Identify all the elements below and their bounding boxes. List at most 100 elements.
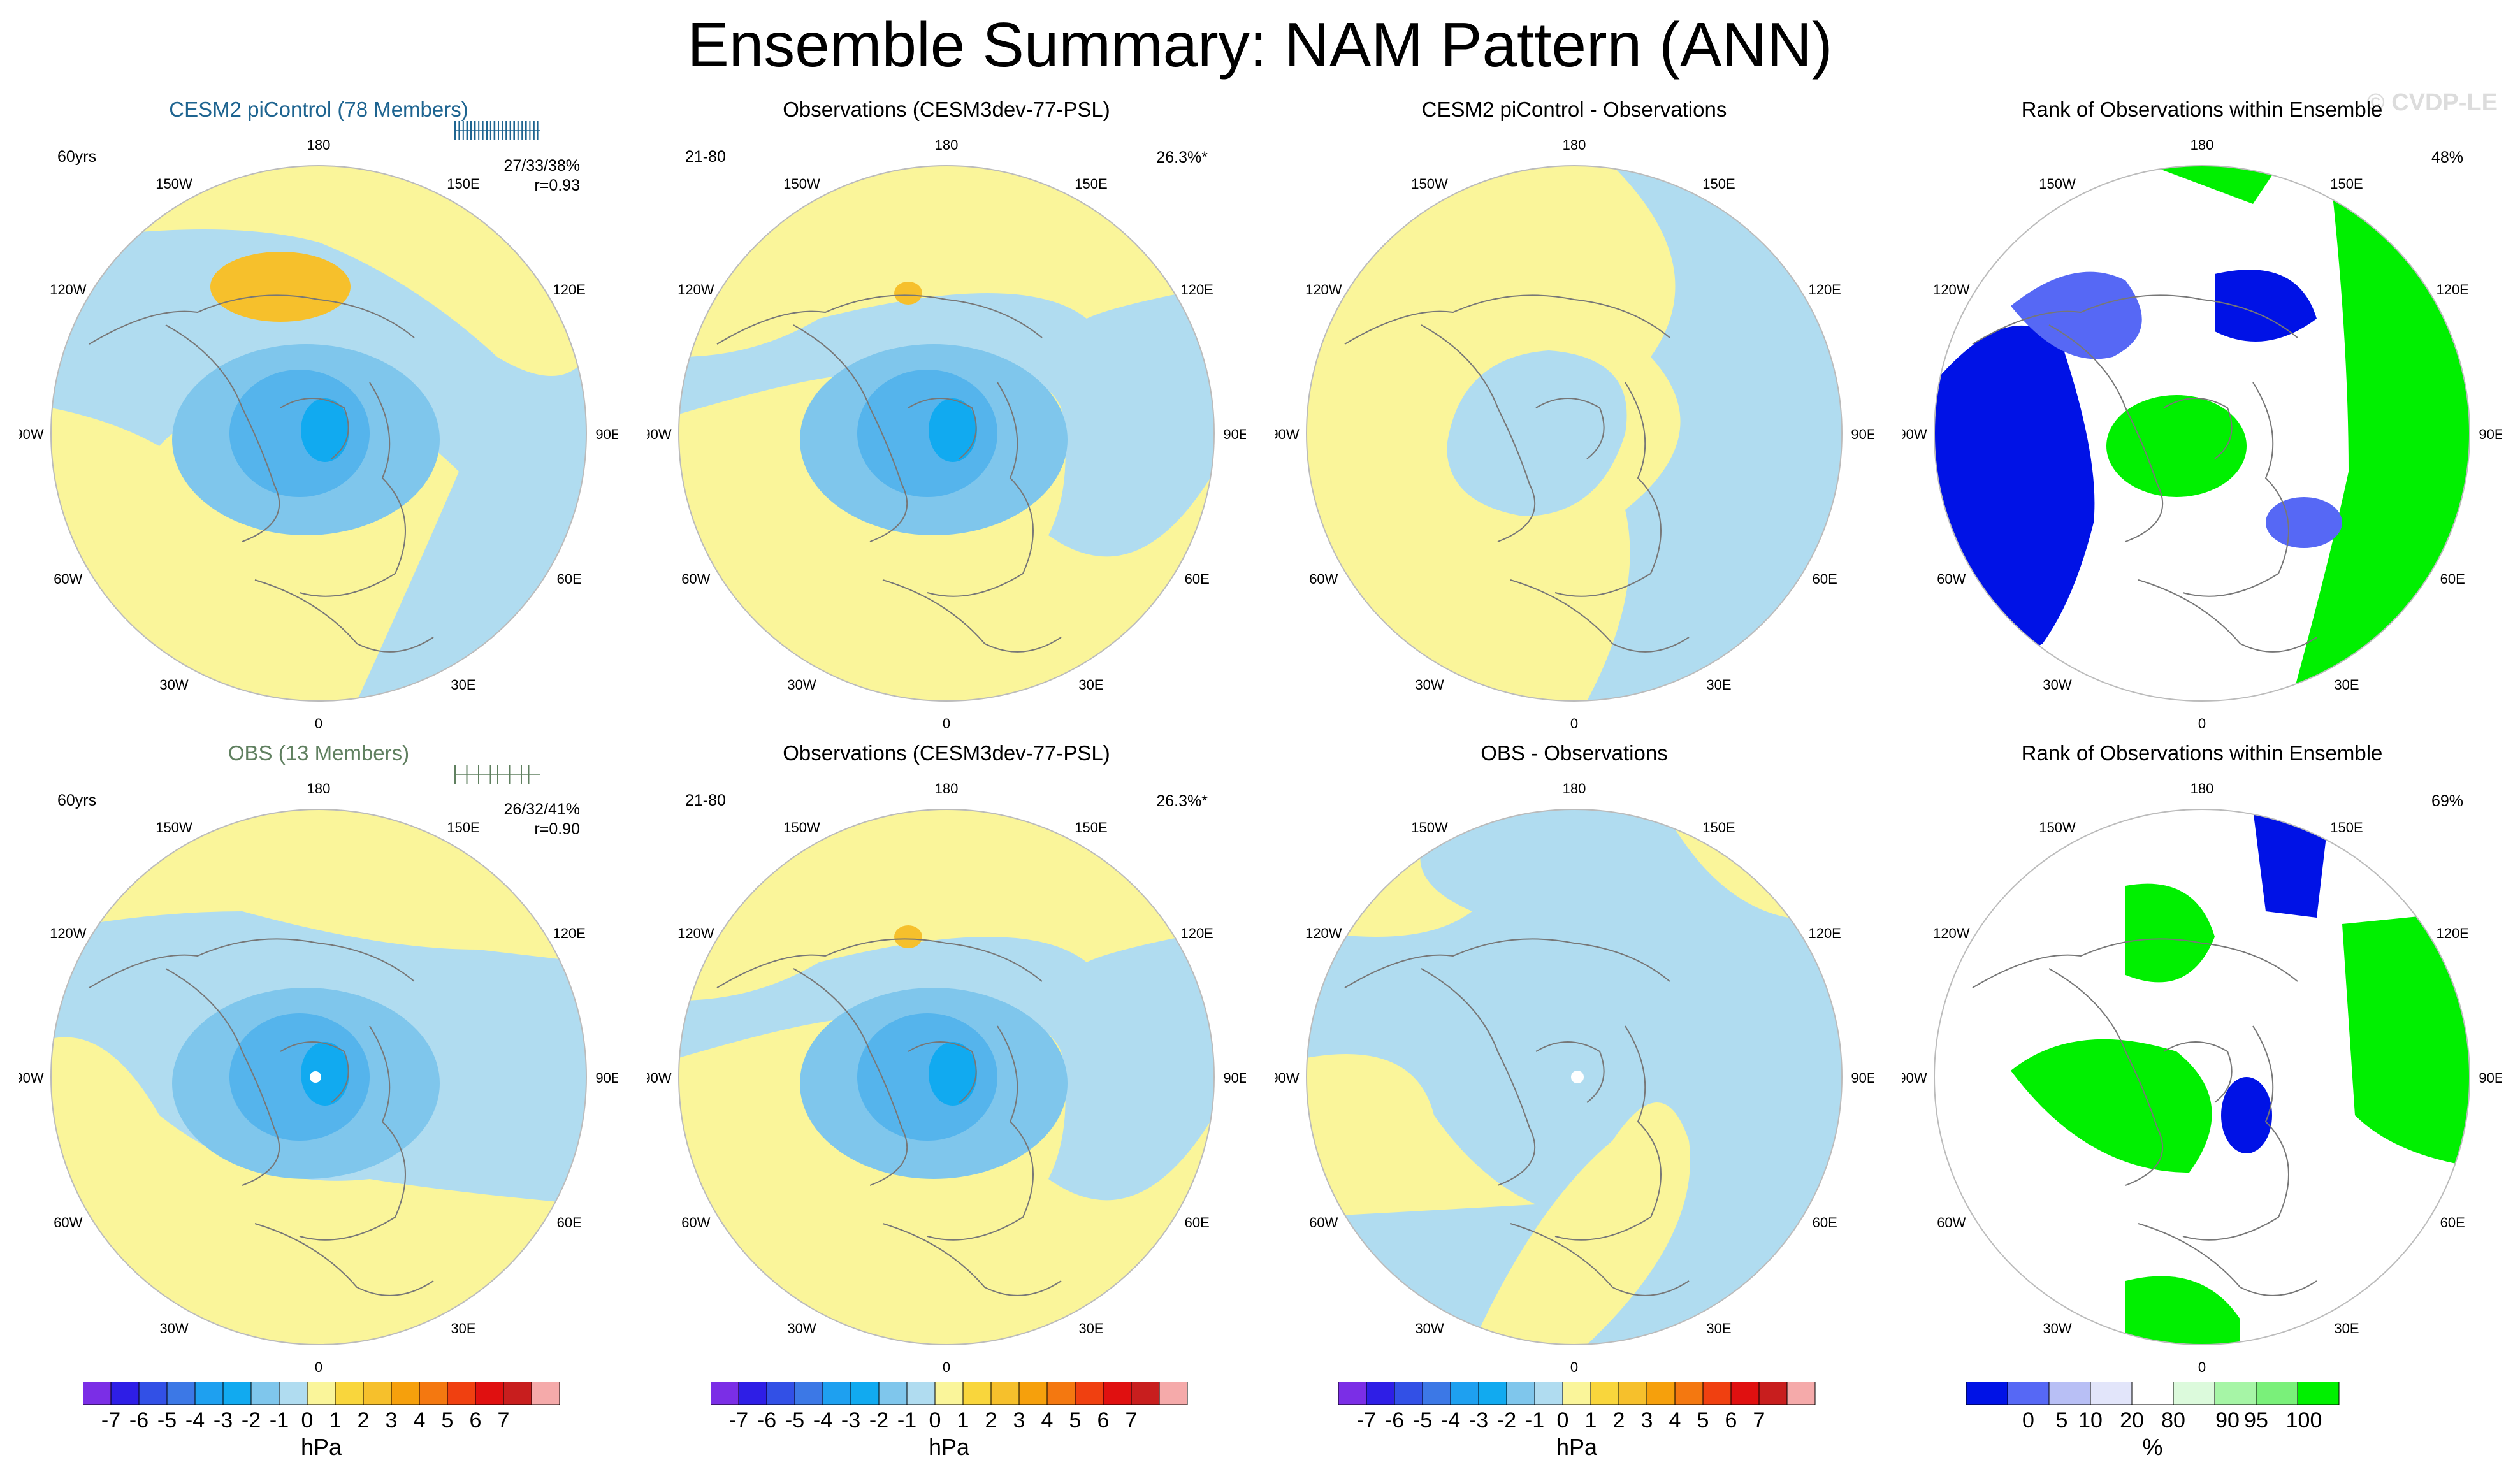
watermark: © CVDP-LE	[2366, 89, 2498, 116]
longitude-label: 30W	[2043, 677, 2071, 693]
colorbar-tick-label: 1	[957, 1408, 969, 1433]
map-boundary	[678, 809, 1215, 1345]
panel-stats: 26/32/41% r=0.90	[503, 800, 580, 839]
map-boundary	[50, 809, 587, 1345]
panel-title: Observations (CESM3dev-77-PSL)	[783, 98, 1110, 121]
map-panel-4: 180 150E 120E 90E 60E 30E 0 30W 60W 90W 120W 150W Ra…	[1902, 96, 2502, 739]
longitude-label: 30E	[1078, 1320, 1103, 1336]
colorbar-box	[1646, 1382, 1676, 1405]
map-boundary	[1306, 165, 1843, 702]
colorbar-box	[1786, 1382, 1816, 1405]
colorbar-box	[2131, 1382, 2174, 1405]
coastlines	[89, 294, 434, 653]
panel-stats: 27/33/38% r=0.93	[503, 156, 580, 196]
colorbar-tick-label: 2	[1612, 1408, 1625, 1433]
longitude-label: 120W	[50, 282, 87, 298]
longitude-label: 30W	[787, 1320, 816, 1336]
colorbar-box	[2048, 1382, 2091, 1405]
field-positive	[1472, 1102, 1690, 1345]
longitude-label: 0	[315, 716, 322, 732]
longitude-label: 120E	[1180, 282, 1213, 298]
rank-region-high	[2342, 911, 2470, 1166]
ensemble-rug-plot	[454, 765, 540, 784]
colorbar-tick-label: 0	[2022, 1408, 2034, 1433]
panel-title: CESM2 piControl - Observations	[1421, 98, 1727, 121]
longitude-label: 60E	[2440, 571, 2465, 587]
colorbar-tick-label: -4	[1440, 1408, 1461, 1433]
colorbar-box	[110, 1382, 140, 1405]
longitude-label: 60E	[557, 1215, 582, 1231]
longitude-label: 150W	[1411, 820, 1448, 835]
longitude-label: 150W	[2039, 820, 2076, 835]
colorbar-tick-label: -6	[1384, 1408, 1405, 1433]
colorbar-box	[1103, 1382, 1132, 1405]
colorbar-tick-label: 4	[413, 1408, 426, 1433]
longitude-label: 120E	[1808, 925, 1841, 941]
colorbar-tick-label: -5	[1412, 1408, 1433, 1433]
colorbar-units: hPa	[1556, 1434, 1598, 1460]
rank-region-low	[2221, 1077, 2272, 1153]
missing-data-dot	[310, 1071, 321, 1083]
longitude-label: 90W	[1902, 1070, 1927, 1086]
longitude-label: 30E	[1706, 677, 1731, 693]
colorbar-box	[794, 1382, 823, 1405]
colorbar-box	[503, 1382, 532, 1405]
map-boundary	[1934, 809, 2470, 1345]
missing-data-dot	[1571, 1071, 1584, 1083]
colorbar-tick-label: -1	[897, 1408, 917, 1433]
colorbar-tick-label: 10	[2078, 1408, 2103, 1433]
field-negative-core	[301, 398, 349, 462]
panel-stats: 69%	[2431, 791, 2463, 811]
colorbar-box	[2090, 1382, 2133, 1405]
longitude-label: 30E	[1078, 677, 1103, 693]
map-panel-2: 180 150E 120E 90E 60E 30E 0 30W 60W 90W 120W 150W Ob…	[647, 96, 1246, 739]
polar-map: 180 150E 120E 90E 60E 30E 0 30W 60W 90W 120W 150W	[1275, 781, 1874, 1375]
colorbar-tick-label: -3	[213, 1408, 233, 1433]
colorbar-boxes	[1338, 1382, 1816, 1405]
colorbar-tick-label: 7	[1753, 1408, 1765, 1433]
colorbar-tick-label: -7	[101, 1408, 121, 1433]
panel-title: Rank of Observations within Ensemble	[2021, 98, 2383, 121]
colorbar-box	[279, 1382, 308, 1405]
colorbar-box	[1618, 1382, 1647, 1405]
colorbar-tick-label: 3	[385, 1408, 398, 1433]
colorbar-boxes	[83, 1382, 560, 1405]
colorbar-box	[83, 1382, 112, 1405]
longitude-label: 90E	[595, 1070, 618, 1086]
longitude-label: 90W	[1275, 426, 1300, 442]
colorbar-box	[1159, 1382, 1188, 1405]
longitude-label: 150W	[156, 820, 192, 835]
longitude-label: 60W	[54, 1215, 82, 1231]
colorbar-box	[1758, 1382, 1788, 1405]
longitude-label: 120W	[50, 925, 87, 941]
panel-stats: 48%	[2431, 148, 2463, 168]
field-negative	[679, 930, 1214, 1201]
longitude-label: 60W	[1309, 1215, 1338, 1231]
longitude-label: 90W	[19, 426, 44, 442]
longitude-label: 150W	[783, 176, 820, 192]
colorbar-tick-label: 6	[1097, 1408, 1110, 1433]
longitude-label: 90W	[19, 1070, 44, 1086]
panel-title: OBS - Observations	[1481, 741, 1668, 765]
longitude-label: 120E	[553, 282, 585, 298]
field-positive	[1307, 1054, 1536, 1217]
colorbar-tick-label: -2	[869, 1408, 889, 1433]
colorbar-box	[1674, 1382, 1704, 1405]
longitude-label: 60E	[1813, 1215, 1837, 1231]
longitude-label: 180	[1563, 781, 1586, 797]
colorbar-tick-label: 4	[1041, 1408, 1054, 1433]
polar-map: 180 150E 120E 90E 60E 30E 0 30W 60W 90W 120W 150W	[19, 137, 618, 732]
colorbar-box	[2256, 1382, 2298, 1405]
colorbar-box	[1338, 1382, 1367, 1405]
longitude-label: 150E	[1702, 176, 1735, 192]
coastlines	[1972, 294, 2317, 653]
longitude-label: 60W	[54, 571, 82, 587]
colorbar-tick-label: 5	[1697, 1408, 1709, 1433]
longitude-label: 150E	[1702, 820, 1735, 835]
map-panel-7: 180 150E 120E 90E 60E 30E 0 30W 60W 90W 120W 150W OB…	[1275, 739, 1874, 1383]
colorbar-tick-label: -5	[785, 1408, 805, 1433]
colorbar-tick-label: -3	[1468, 1408, 1489, 1433]
longitude-label: 90W	[1902, 426, 1927, 442]
panel-years-label: 60yrs	[57, 791, 97, 809]
colorbar-tick-label: -4	[185, 1408, 205, 1433]
